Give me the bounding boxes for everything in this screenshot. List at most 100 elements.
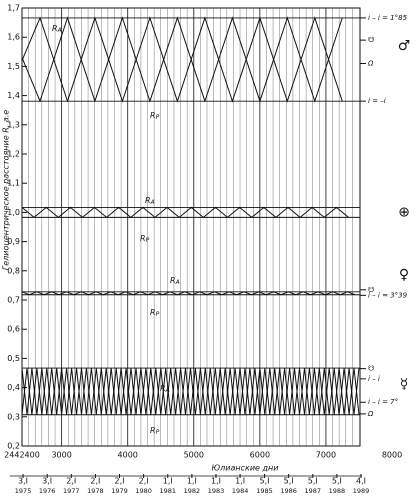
year-label: 1987 (305, 487, 322, 495)
date-label: 2,I (90, 477, 100, 486)
y-tick-label: 1,3 (7, 120, 20, 129)
annotation-text: R (170, 276, 176, 285)
series-line (21, 291, 356, 296)
year-label: 1976 (39, 487, 56, 495)
annotation: RA (170, 276, 180, 286)
annotation: RA (160, 384, 170, 394)
annotation: RA (145, 196, 155, 206)
annotation: RP (140, 234, 150, 244)
y-tick-label: 1,0 (7, 208, 20, 217)
annotation-sub: P (156, 114, 160, 121)
annotation-sub: A (165, 387, 170, 394)
level-label: i – i = 1°85 (368, 14, 408, 22)
date-label: 5,I (308, 477, 318, 486)
y-tick-label: 1,6 (7, 33, 20, 42)
year-label: 1975 (15, 487, 32, 495)
y-tick-label: 0,9 (7, 237, 20, 246)
series-line (21, 367, 360, 415)
x-tick-label: 4000 (118, 451, 138, 460)
annotation-sub: P (156, 429, 160, 436)
year-label: 1982 (184, 487, 201, 495)
date-label: 4,I (356, 477, 366, 486)
date-label: 5,I (332, 477, 342, 486)
y-tick-label: 0,3 (7, 412, 20, 421)
level-label: ☋ (368, 36, 374, 44)
level-label: i – i = 7° (368, 398, 398, 406)
level-label: ☋ (368, 286, 374, 294)
annotation-text: R (145, 196, 151, 205)
annotation-text: R (160, 384, 166, 393)
y-tick-label: 1,5 (7, 62, 20, 71)
date-label: 5,I (260, 477, 270, 486)
date-label: 1,I (211, 477, 221, 486)
date-label: 1,I (187, 477, 197, 486)
annotation-sub: A (175, 279, 180, 286)
series-line (21, 16, 343, 103)
planet-symbol: ⊕ (398, 204, 410, 220)
x-axis-label: Юлианские дни (212, 464, 279, 473)
annotation-sub: P (146, 237, 150, 244)
date-label: 5,I (284, 477, 294, 486)
y-tick-label: 0,8 (7, 266, 20, 275)
year-label: 1979 (111, 487, 128, 495)
year-label: 1981 (159, 487, 176, 495)
annotation: RA (52, 24, 62, 34)
annotation-sub: P (156, 311, 160, 318)
date-label: 1,I (235, 477, 245, 486)
date-label: 2,I (139, 477, 149, 486)
level-label: ☋ (368, 365, 374, 373)
x-tick-label: 7000 (316, 451, 336, 460)
y-tick-label: 0,4 (7, 383, 20, 392)
level-label: i = –i (368, 97, 386, 105)
date-label: 3,I (18, 477, 28, 486)
x-tick-label: 5000 (184, 451, 204, 460)
series-line (21, 16, 343, 103)
level-label: Ω (367, 59, 374, 67)
y-tick-label: 1,7 (7, 4, 20, 13)
annotation-sub: A (57, 27, 62, 34)
year-label: 1984 (232, 487, 249, 495)
series-line (21, 206, 349, 219)
planet-symbol: ☿ (400, 377, 409, 393)
y-tick-label: 1,2 (7, 150, 20, 159)
level-label: i – i (368, 375, 380, 383)
year-label: 1988 (329, 487, 346, 495)
y-tick-label: 1,4 (7, 91, 20, 100)
annotation-text: R (150, 426, 156, 435)
annotation: RP (150, 308, 160, 318)
date-label: 3,I (42, 477, 52, 486)
annotation-text: R (140, 234, 146, 243)
y-tick-label: 0,7 (7, 296, 20, 305)
annotation: RP (150, 426, 160, 436)
year-label: 1983 (208, 487, 225, 495)
planet-symbol: ♀ (399, 267, 409, 283)
annotation: RP (150, 111, 160, 121)
x-tick-label: 2442400 (4, 451, 40, 460)
y-tick-label: 0,2 (7, 442, 20, 451)
annotation-text: R (150, 308, 156, 317)
series-line (21, 367, 360, 415)
x-tick-label: 6000 (250, 451, 270, 460)
year-label: 1989 (353, 487, 370, 495)
year-label: 1985 (256, 487, 273, 495)
level-label: i – i = 3°39 (368, 291, 408, 299)
x-tick-label: 3000 (51, 451, 71, 460)
date-label: 2,I (115, 477, 125, 486)
annotation-text: R (150, 111, 156, 120)
annotation-text: R (52, 24, 58, 33)
level-label: Ω (367, 410, 374, 418)
year-label: 1978 (87, 487, 104, 495)
planet-symbol: ♂ (398, 38, 411, 54)
x-tick-label: 8000 (382, 451, 402, 460)
year-label: 1980 (135, 487, 152, 495)
year-label: 1977 (63, 487, 80, 495)
annotation-sub: A (150, 199, 155, 206)
y-tick-label: 0,6 (7, 325, 20, 334)
y-tick-label: 0,5 (7, 354, 20, 363)
date-label: 2,I (66, 477, 76, 486)
y-tick-label: 1,1 (7, 179, 20, 188)
y-axis-label: Гелиоцентрическое расстояние R, а.е (2, 110, 11, 270)
year-label: 1986 (280, 487, 297, 495)
